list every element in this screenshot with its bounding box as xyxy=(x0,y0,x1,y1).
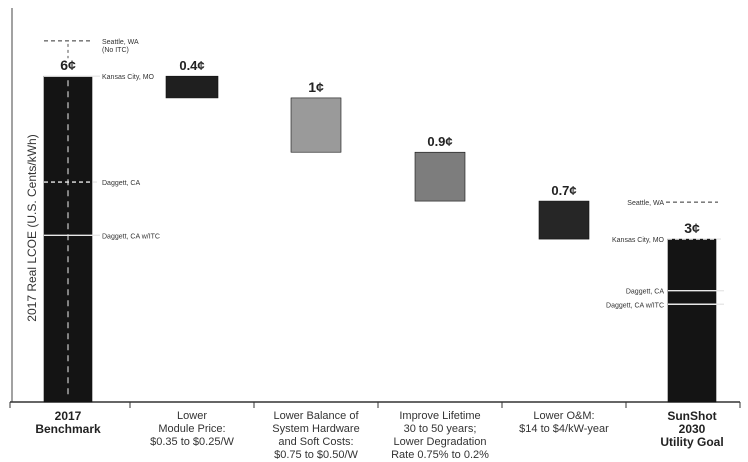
bar-decrease-1 xyxy=(165,75,219,99)
bar-total-5 xyxy=(667,238,717,403)
reference-line-label-part: Daggett, CA w/ITC xyxy=(102,233,160,240)
reference-line-label-part: Seattle, WA xyxy=(102,39,139,46)
reference-line-label-3: Daggett, CA w/ITC xyxy=(102,233,160,240)
bar-value-label-3: 0.9¢ xyxy=(427,134,452,149)
bar-value-label-0: 6¢ xyxy=(60,57,76,73)
reference-line-label-part: Daggett, CA xyxy=(626,289,664,296)
bar-decrease-3 xyxy=(414,151,466,202)
bar-value-label-5: 3¢ xyxy=(684,220,700,236)
bar-value-label-2: 1¢ xyxy=(308,79,324,95)
category-label-0: 2017 Benchmark xyxy=(35,409,101,436)
bar-value-label-1: 0.4¢ xyxy=(179,58,204,73)
category-label-1: Lower Module Price: $0.35 to $0.25/W xyxy=(150,410,234,448)
category-label-4: Lower O&M: $14 to $4/kW-year xyxy=(519,410,609,435)
reference-line-label-part: Kansas City, MO xyxy=(612,237,665,244)
reference-line-label-6: Daggett, CA xyxy=(626,289,664,296)
reference-line-label-1: Kansas City, MO xyxy=(102,74,155,81)
category-label-5: SunShot 2030 Utility Goal xyxy=(660,409,724,449)
reference-line-label-4: Seattle, WA xyxy=(627,200,664,207)
reference-line-label-part: Seattle, WA xyxy=(627,200,664,207)
category-label-3: Improve Lifetime 30 to 50 years; Lower D… xyxy=(391,410,489,461)
reference-line-label-0: Seattle, WA (No ITC) xyxy=(102,39,139,54)
reference-line-label-part: (No ITC) xyxy=(102,47,129,54)
bar-decrease-2 xyxy=(290,97,342,153)
reference-line-label-7: Daggett, CA w/ITC xyxy=(606,302,664,309)
reference-line-label-2: Daggett, CA xyxy=(102,180,140,187)
reference-line-label-part: Kansas City, MO xyxy=(102,74,155,81)
bar-decrease-4 xyxy=(538,200,590,240)
bar-value-label-4: 0.7¢ xyxy=(551,183,576,198)
plot-area: 2017 Real LCOE (U.S. Cents/kWh) 6¢ 0.4¢ 1¢ 0… xyxy=(9,8,741,408)
reference-line-label-part: Daggett, CA w/ITC xyxy=(606,302,664,309)
reference-line-label-part: Daggett, CA xyxy=(102,180,140,187)
category-label-2: Lower Balance of System Hardware and Sof… xyxy=(272,410,360,461)
y-axis-label: 2017 Real LCOE (U.S. Cents/kWh) xyxy=(25,134,39,321)
reference-line-label-5: Kansas City, MO xyxy=(612,237,665,244)
